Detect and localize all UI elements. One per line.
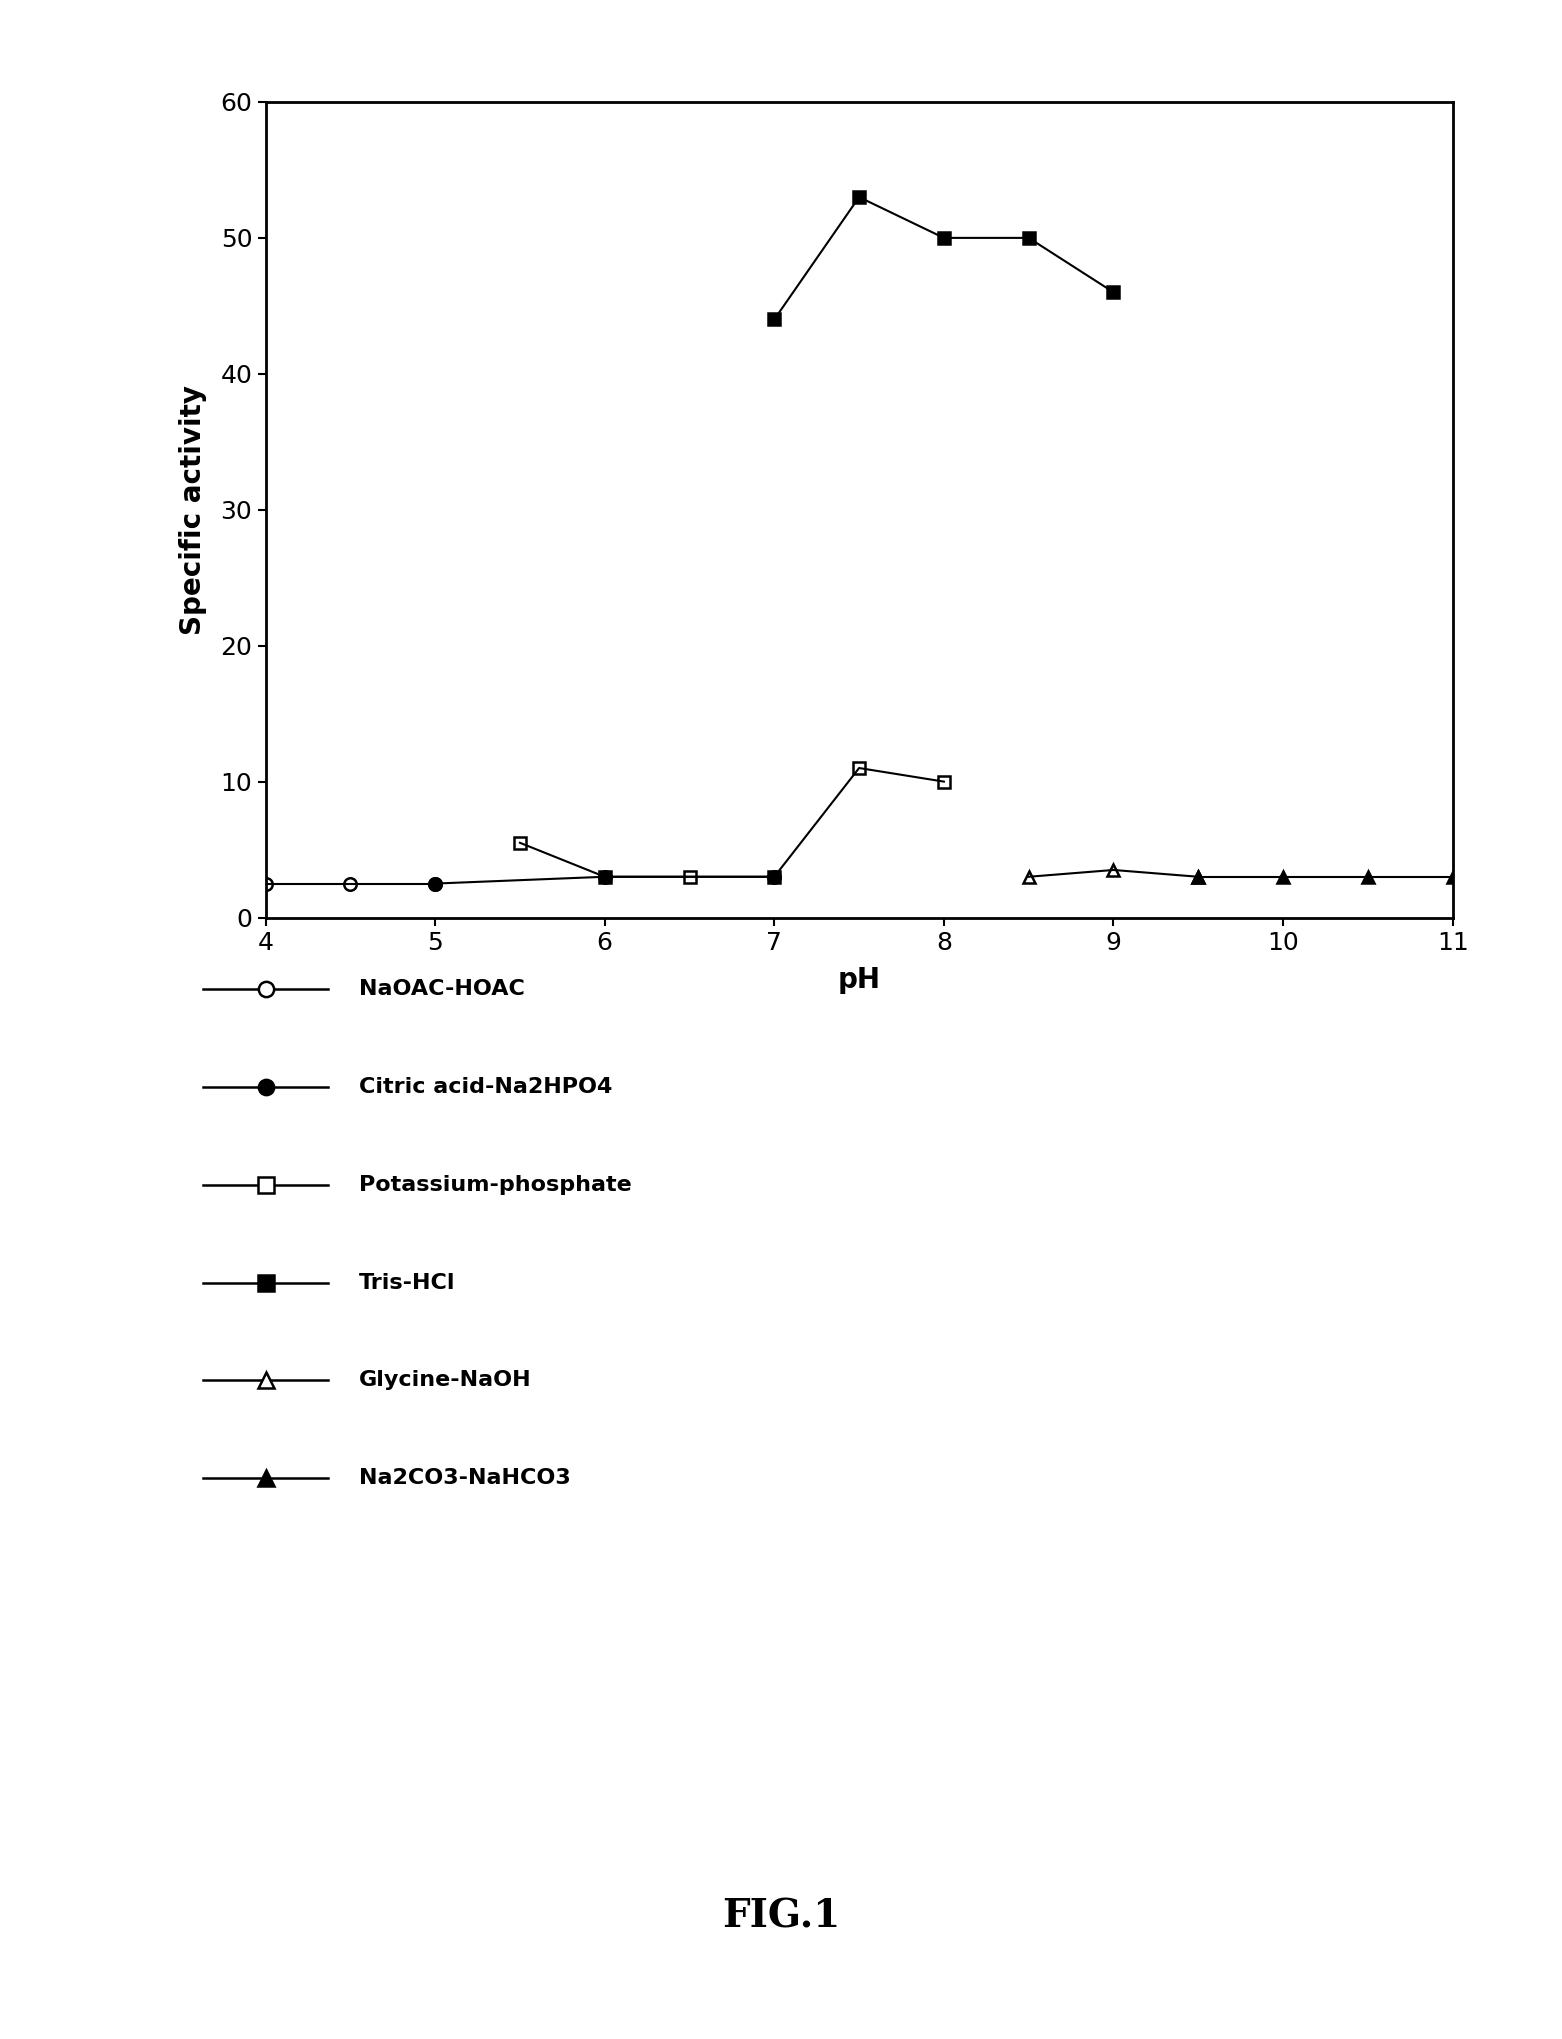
- Y-axis label: Specific activity: Specific activity: [178, 385, 206, 634]
- Text: Tris-HCl: Tris-HCl: [359, 1272, 456, 1293]
- Text: Citric acid-Na2HPO4: Citric acid-Na2HPO4: [359, 1077, 612, 1097]
- Text: Na2CO3-NaHCO3: Na2CO3-NaHCO3: [359, 1468, 572, 1488]
- Text: Potassium-phosphate: Potassium-phosphate: [359, 1174, 633, 1195]
- Text: NaOAC-HOAC: NaOAC-HOAC: [359, 979, 525, 999]
- Text: Glycine-NaOH: Glycine-NaOH: [359, 1370, 533, 1391]
- Text: FIG.1: FIG.1: [722, 1898, 840, 1935]
- X-axis label: pH: pH: [837, 966, 881, 993]
